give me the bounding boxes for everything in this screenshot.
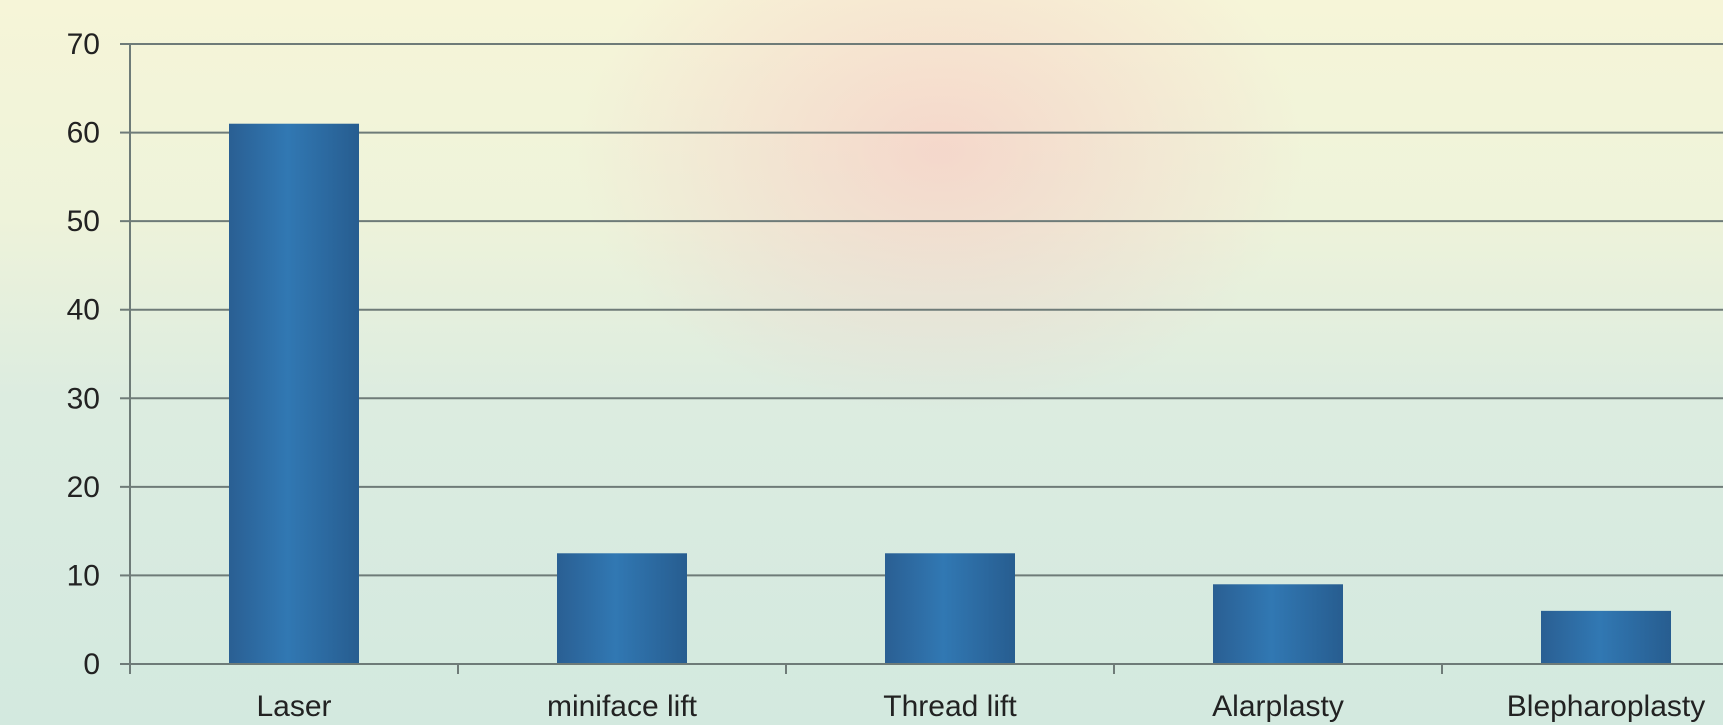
y-tick-label-30: 30 <box>67 382 100 415</box>
bar-laser <box>229 123 359 664</box>
x-category-label-thread-lift: Thread lift <box>883 690 1017 723</box>
bar-alarplasty <box>1213 584 1343 664</box>
y-tick-label-60: 60 <box>67 117 100 150</box>
y-tick-label-70: 70 <box>67 28 100 61</box>
x-category-label-alarplasty: Alarplasty <box>1212 690 1344 723</box>
x-category-labels: Laser miniface lift Thread lift Alarplasty B… <box>256 690 1705 723</box>
y-tick-label-50: 50 <box>67 205 100 238</box>
y-tick-labels: 0 10 20 30 40 50 60 70 <box>67 28 100 681</box>
y-tick-label-20: 20 <box>67 471 100 504</box>
y-tick-label-0: 0 <box>83 648 100 681</box>
y-tick-label-40: 40 <box>67 294 100 327</box>
axes <box>120 43 1723 674</box>
x-category-label-laser: Laser <box>256 690 331 723</box>
bar-thread-lift <box>885 553 1015 664</box>
bar-blepharoplasty <box>1541 610 1671 664</box>
gridlines <box>130 43 1723 577</box>
y-tick-label-10: 10 <box>67 559 100 592</box>
bar-miniface-lift <box>557 553 687 664</box>
bars <box>229 123 1671 664</box>
x-category-label-blepharoplasty: Blepharoplasty <box>1507 690 1705 723</box>
x-category-label-miniface-lift: miniface lift <box>547 690 698 723</box>
